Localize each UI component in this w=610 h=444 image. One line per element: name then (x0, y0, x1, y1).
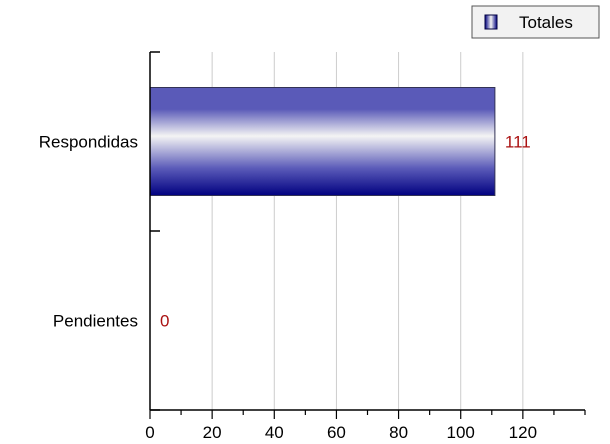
x-tick-label-60: 60 (327, 423, 346, 439)
x-tick-label-80: 80 (389, 423, 408, 439)
axes (149, 51, 586, 419)
labels: Respondidas 111 Pendientes 0 0 20 40 60 80 100 120 (39, 133, 537, 443)
x-tick-label-100: 100 (447, 423, 475, 439)
legend: Totales (471, 5, 600, 39)
legend-swatch (484, 14, 498, 30)
x-tick-label-0: 0 (145, 423, 154, 439)
data-label-pendientes: 0 (160, 312, 169, 331)
x-tick-label-40: 40 (265, 423, 284, 439)
x-tick-label-20: 20 (203, 423, 222, 439)
category-label-pendientes: Pendientes (53, 312, 138, 331)
data-label-respondidas: 111 (505, 133, 531, 152)
category-label-respondidas: Respondidas (39, 133, 138, 152)
bar-respondidas (149, 87, 496, 196)
x-tick-label-120: 120 (509, 423, 537, 439)
legend-label-totales: Totales (519, 13, 573, 32)
bars (149, 87, 496, 196)
